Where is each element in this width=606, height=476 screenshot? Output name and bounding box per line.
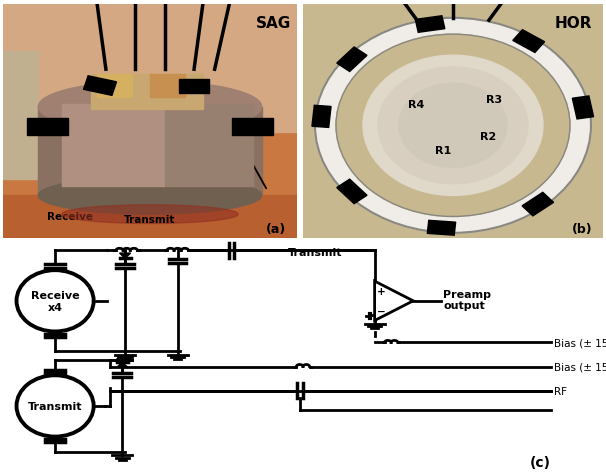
Text: SAG: SAG [256,16,291,31]
Circle shape [315,19,591,233]
Bar [3,51,38,180]
Bar [27,119,68,135]
Text: (c): (c) [530,456,551,469]
Text: R1: R1 [435,146,451,156]
Circle shape [16,270,94,332]
Bar [513,30,545,53]
Polygon shape [117,362,128,367]
Bar [3,196,297,238]
Bar [522,193,553,217]
Bar [150,75,185,98]
Bar [3,5,297,133]
Text: Preamp
output: Preamp output [444,289,491,311]
Text: R2: R2 [480,132,496,142]
Text: +: + [377,287,385,297]
Circle shape [336,35,570,217]
Text: R4: R4 [408,99,424,109]
Bar [337,48,367,72]
Bar [415,17,445,33]
Ellipse shape [38,82,262,133]
Text: Bias (± 15 V): Bias (± 15 V) [554,362,606,372]
Circle shape [16,376,94,436]
Bar [91,75,203,110]
Bar [312,106,331,128]
Bar [165,105,253,187]
Circle shape [378,68,528,184]
Text: Bias (± 15 V): Bias (± 15 V) [554,337,606,347]
Text: Transmit: Transmit [124,214,176,224]
Text: Transmit: Transmit [288,248,342,258]
Bar [179,79,208,93]
Text: HOR: HOR [554,16,591,31]
Text: Receive
x4: Receive x4 [31,290,79,312]
Bar [572,97,594,119]
Text: −: − [377,306,385,316]
Text: (a): (a) [266,222,287,235]
Bar [38,108,262,196]
Bar [337,180,367,204]
Text: Receive: Receive [47,190,94,221]
Polygon shape [375,281,413,321]
Bar [97,75,132,98]
Bar [232,119,273,135]
Bar [62,105,165,187]
Bar [427,221,456,236]
Circle shape [399,84,507,168]
Ellipse shape [62,205,238,224]
Circle shape [363,56,543,196]
Text: RF: RF [554,386,567,396]
Text: (b): (b) [571,222,592,235]
Text: Transmit: Transmit [28,401,82,411]
Polygon shape [119,254,130,259]
Text: R3: R3 [486,95,502,105]
Bar [84,77,116,96]
Ellipse shape [38,178,262,215]
